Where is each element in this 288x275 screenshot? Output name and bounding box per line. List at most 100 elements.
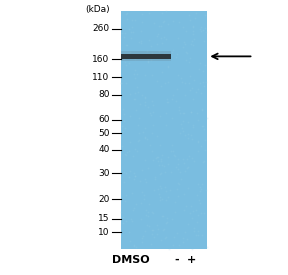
Point [173, 200, 177, 204]
Point [188, 204, 193, 208]
Text: -: - [175, 255, 179, 265]
Point [187, 154, 192, 158]
Text: 20: 20 [98, 195, 109, 204]
Point [186, 136, 190, 140]
Point [158, 159, 163, 163]
Point [196, 117, 200, 122]
Point [133, 68, 138, 73]
Point [187, 81, 191, 85]
Point [143, 180, 148, 184]
Point [120, 123, 124, 128]
Bar [121, 54, 171, 59]
Point [149, 131, 154, 136]
Point [191, 31, 196, 36]
Point [158, 24, 163, 28]
Point [123, 60, 127, 64]
Point [160, 214, 164, 218]
Point [130, 219, 135, 223]
Point [196, 67, 201, 71]
Point [203, 63, 207, 67]
Point [137, 131, 142, 135]
Point [170, 96, 175, 101]
Point [198, 80, 203, 85]
Point [157, 49, 162, 53]
Point [203, 26, 208, 31]
Point [161, 214, 165, 218]
Point [151, 210, 155, 215]
Point [170, 149, 175, 153]
Point [197, 27, 202, 32]
Text: 15: 15 [98, 214, 109, 223]
Point [147, 202, 151, 207]
Point [148, 241, 153, 246]
Point [142, 197, 147, 202]
Point [194, 233, 198, 238]
Point [171, 235, 176, 240]
Point [127, 60, 131, 65]
Point [130, 154, 135, 158]
Text: +: + [187, 255, 196, 265]
Point [197, 197, 202, 202]
Point [132, 174, 137, 179]
Point [139, 41, 143, 46]
Point [196, 149, 200, 153]
Point [155, 79, 159, 83]
Point [123, 199, 128, 203]
Point [192, 159, 196, 163]
Point [123, 153, 128, 157]
Point [185, 186, 190, 191]
Point [204, 188, 209, 192]
Point [143, 73, 147, 78]
Point [125, 55, 130, 59]
Point [130, 191, 134, 196]
Point [146, 210, 151, 214]
Point [180, 126, 185, 131]
Text: DMSO: DMSO [112, 255, 150, 265]
Point [126, 27, 131, 32]
Text: 40: 40 [98, 145, 109, 154]
Point [162, 164, 166, 168]
Point [148, 110, 152, 115]
Point [180, 80, 185, 84]
Point [189, 86, 194, 90]
Point [151, 188, 156, 193]
Text: 10: 10 [98, 228, 109, 237]
Point [144, 137, 149, 142]
Point [154, 155, 158, 160]
Point [181, 157, 186, 162]
Point [180, 25, 185, 29]
Point [154, 42, 159, 46]
Point [200, 106, 204, 111]
Point [164, 9, 168, 13]
Point [196, 233, 200, 237]
Point [155, 232, 160, 236]
Point [170, 217, 174, 222]
Point [151, 227, 156, 232]
Point [150, 228, 154, 232]
Point [159, 170, 164, 175]
Point [199, 90, 204, 95]
Text: 30: 30 [98, 169, 109, 178]
Point [145, 60, 150, 64]
Point [196, 138, 201, 143]
Point [121, 107, 126, 111]
Point [177, 182, 181, 186]
Point [170, 93, 175, 97]
Text: 260: 260 [92, 24, 109, 33]
Point [163, 236, 168, 240]
Point [175, 162, 180, 167]
Point [127, 149, 131, 153]
Point [200, 160, 205, 164]
Point [174, 87, 179, 91]
Point [166, 22, 171, 27]
Point [142, 100, 147, 104]
Point [159, 237, 163, 242]
Point [165, 194, 170, 199]
Point [188, 109, 193, 114]
Point [194, 90, 198, 94]
Point [157, 198, 162, 202]
Point [187, 60, 192, 64]
Point [159, 83, 163, 88]
Point [122, 30, 127, 35]
Point [125, 17, 129, 22]
